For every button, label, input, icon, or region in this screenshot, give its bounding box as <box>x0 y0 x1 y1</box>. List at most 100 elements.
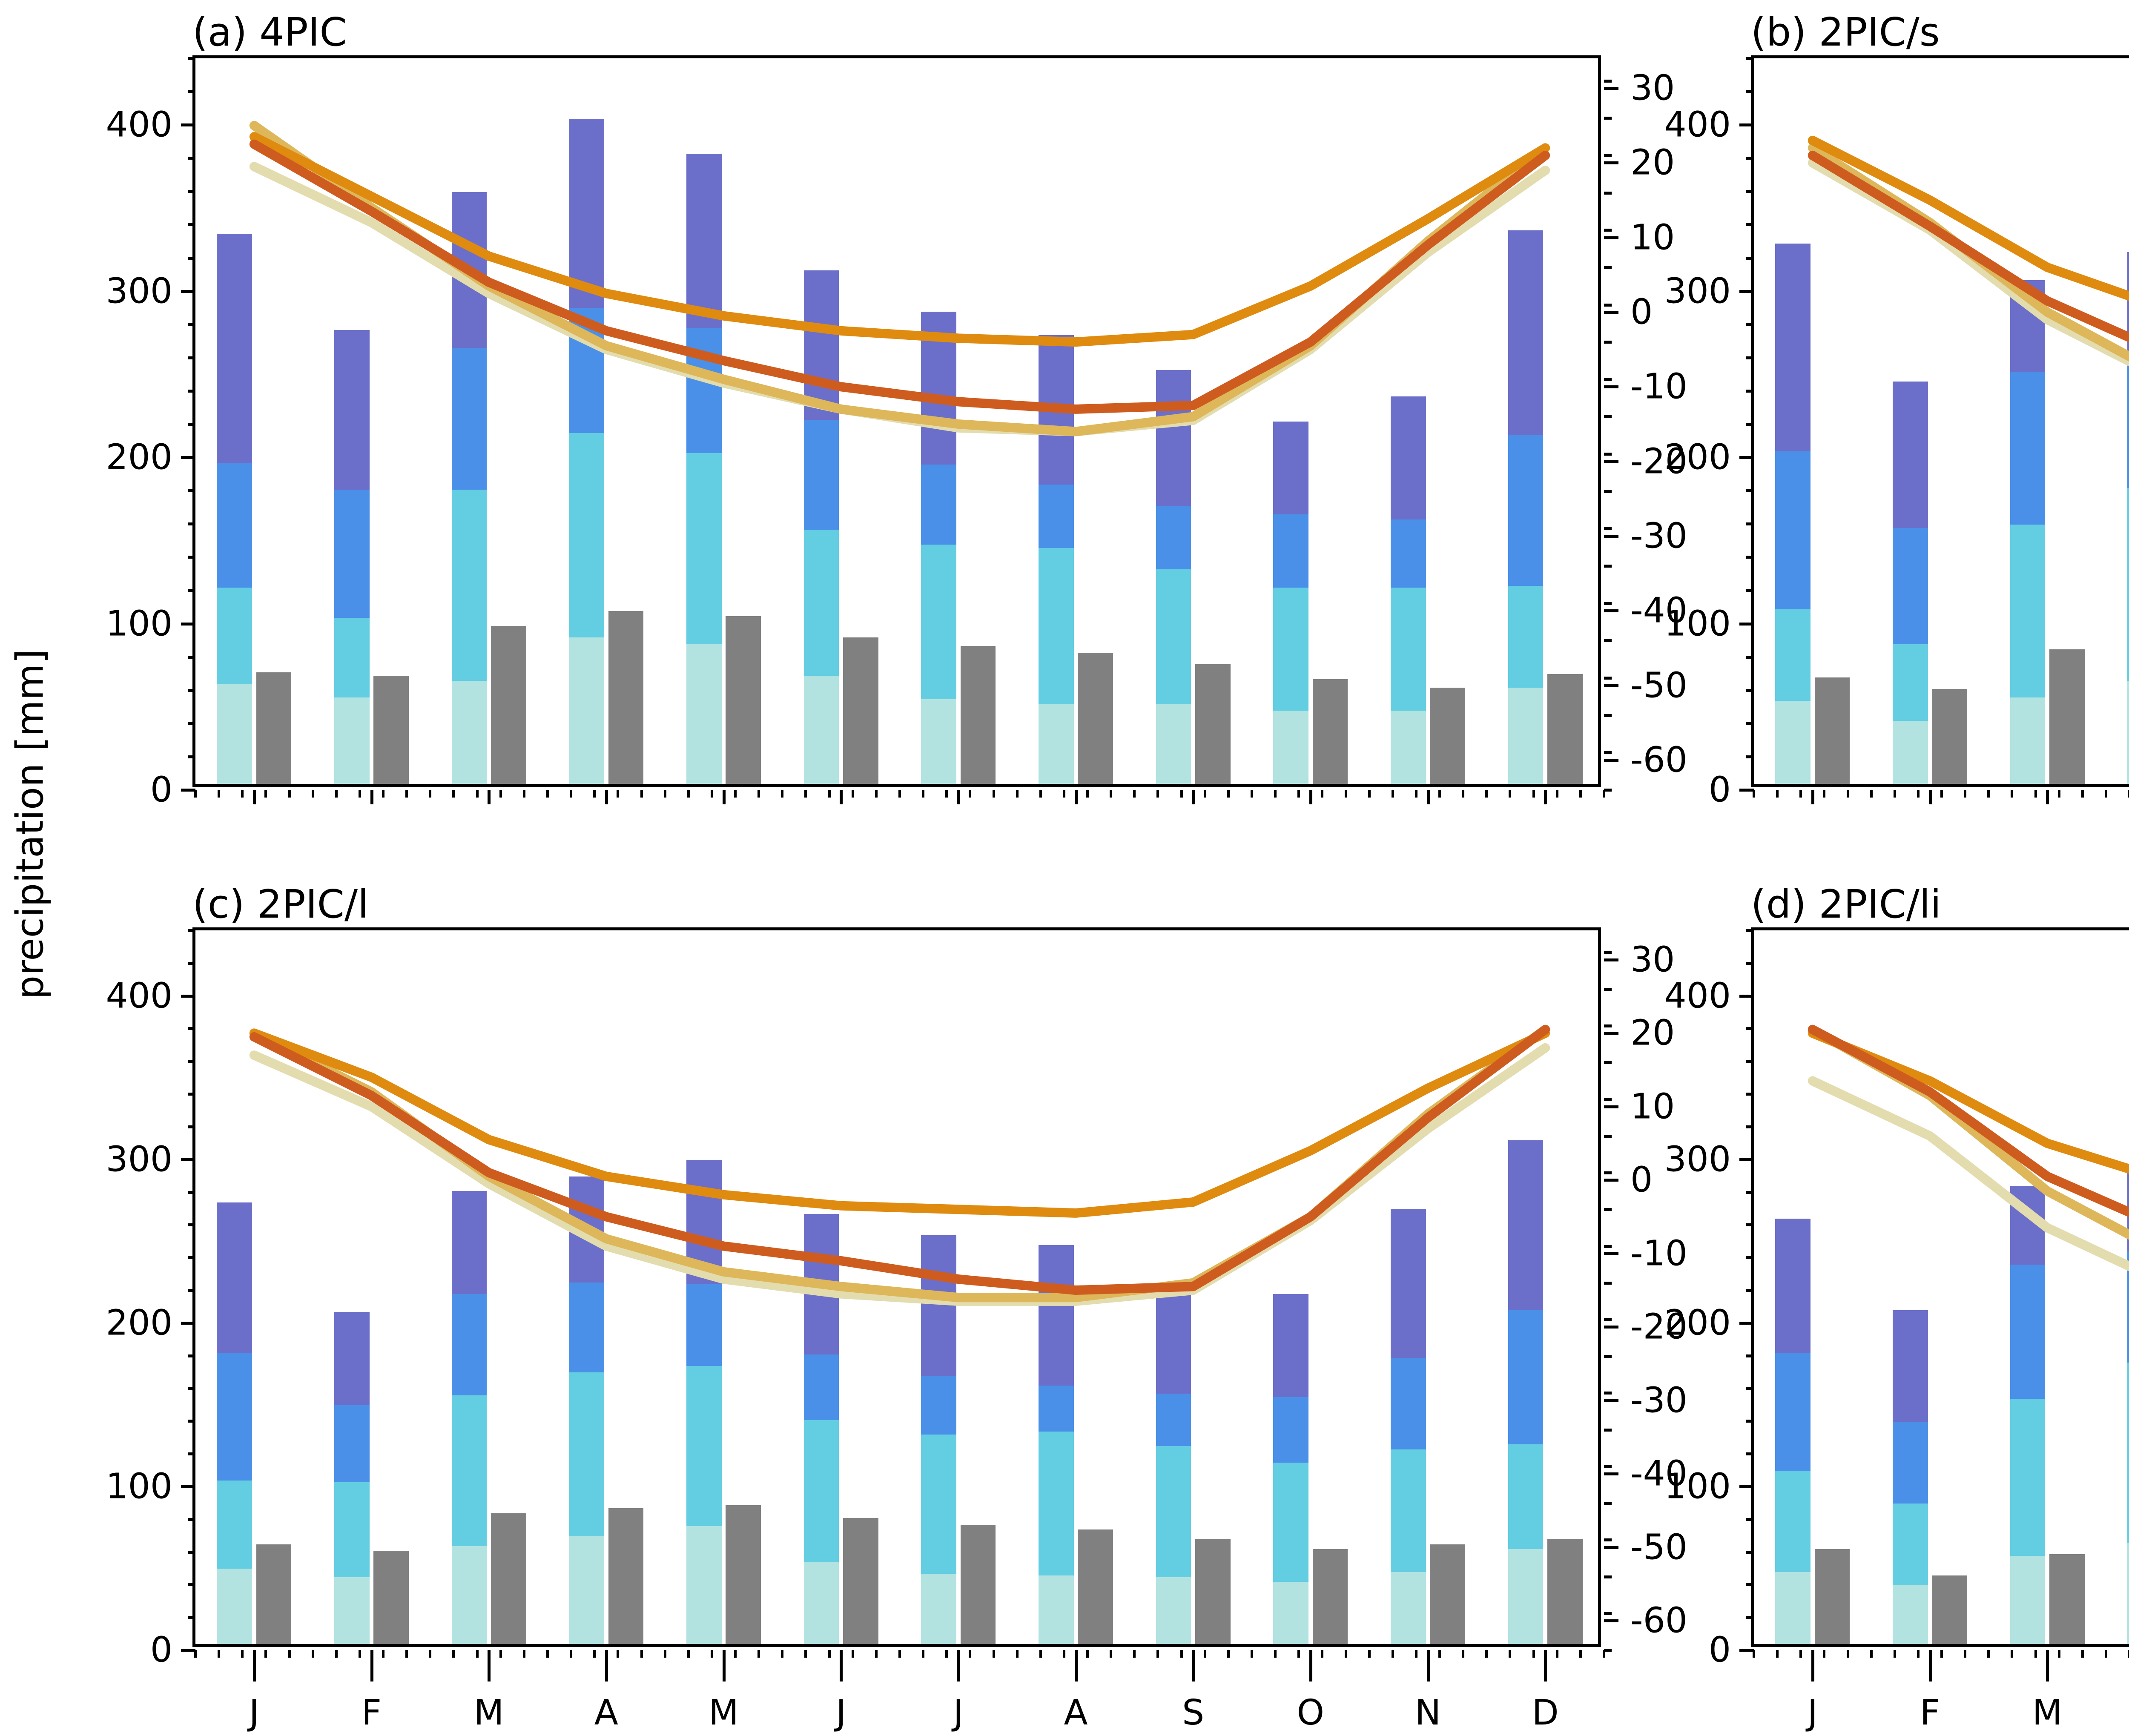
line-EAI <box>249 1024 1550 1303</box>
tick-temp-minor <box>1604 79 1612 83</box>
tick-month-minor <box>1870 1650 1873 1658</box>
tick-month-minor <box>1532 1650 1535 1658</box>
bar-segment-EAI <box>1273 514 1308 588</box>
line-EAI <box>1808 1024 2129 1240</box>
tick-month-minor <box>828 1650 831 1658</box>
tick-label-precip-400: 400 <box>1664 976 1731 1016</box>
tick-precip-minor <box>1746 589 1754 592</box>
tick-month-minor <box>1321 790 1324 798</box>
tick-month-F <box>370 790 373 804</box>
bar-segment-WA <box>686 1526 722 1644</box>
tick-precip-minor <box>1746 929 1754 932</box>
tick-label-temp-10: 10 <box>1630 1086 1675 1127</box>
stacked-bar-c-D <box>1508 1140 1544 1644</box>
bar-segment-EAC <box>803 529 839 676</box>
all-bar-b-M <box>2049 649 2085 784</box>
stacked-bar-a-M <box>451 192 487 784</box>
panel-a: (a) 4PIC 0 100 200 300 400 30 20 10 0 -10 -20 -30 -40… <box>106 9 1687 810</box>
tick-month-minor <box>382 790 385 798</box>
bar-segment-WA <box>2127 1542 2129 1644</box>
tick-precip-minor <box>1746 1256 1754 1260</box>
tick-month-minor <box>734 790 737 798</box>
bar-segment-EAC <box>686 453 722 645</box>
tick-month-minor <box>828 790 831 798</box>
bar-segment-EAI <box>334 1405 370 1482</box>
all-bar-a-F <box>373 676 409 784</box>
tick-month-D <box>1544 790 1547 804</box>
temperature-lines-d <box>1808 1024 2129 1271</box>
tick-temp-20 <box>1604 161 1618 165</box>
bar-segment-EAC <box>1038 1431 1074 1575</box>
bar-segment-EAH <box>1038 1245 1074 1386</box>
tick-precip-300 <box>181 290 195 293</box>
all-bar-a-S <box>1195 664 1231 784</box>
tick-month-minor <box>1180 790 1183 798</box>
tick-precip-minor <box>1746 1354 1754 1357</box>
tick-label-precip-0: 0 <box>1708 769 1731 810</box>
tick-precip-minor <box>188 755 195 758</box>
tick-month-minor <box>335 1650 338 1658</box>
tick-month-minor <box>969 1650 972 1658</box>
tick-month-minor <box>1917 1650 1920 1658</box>
tick-precip-minor <box>1746 1223 1754 1227</box>
tick-temp-minor <box>1604 453 1612 456</box>
tick-precip-minor <box>188 356 195 359</box>
tick-temp-minor <box>1604 1465 1612 1468</box>
month-label-A: A <box>2122 1693 2129 1733</box>
stacked-bar-b-A <box>2127 252 2129 784</box>
tick-temp--10 <box>1604 1252 1618 1255</box>
tick-month-minor <box>1532 790 1535 798</box>
tick-precip-minor <box>188 323 195 326</box>
tick-precip-minor <box>188 57 195 60</box>
tick-month-minor <box>218 1650 221 1658</box>
tick-month-minor <box>593 1650 596 1658</box>
stacked-bar-d-J <box>1775 1219 1811 1644</box>
tick-month-minor <box>1509 1650 1512 1658</box>
panel-d: (d) 2PIC/li01002003004003020100-10-20-30… <box>1664 881 2129 1733</box>
stacked-bar-a-A <box>569 119 604 784</box>
tick-month-minor <box>1462 790 1465 798</box>
bar-segment-EAC <box>2010 524 2046 697</box>
temperature-lines-c <box>249 1024 1550 1306</box>
tick-month-minor <box>1579 790 1582 798</box>
tick-label-precip-200: 200 <box>1664 1303 1731 1343</box>
all-bar-c-J <box>843 1518 878 1644</box>
bar-segment-EAC <box>217 1480 252 1569</box>
tick-month-minor <box>1156 790 1159 798</box>
month-label-M: M <box>2032 1693 2063 1733</box>
bar-segment-WA <box>1775 1572 1811 1644</box>
tick-label-temp--60: -60 <box>1630 740 1687 780</box>
tick-precip-minor <box>188 1191 195 1194</box>
tick-precip-minor <box>188 1289 195 1292</box>
tick-month-minor <box>1870 790 1873 798</box>
tick-precip-minor <box>1746 1616 1754 1619</box>
panel-title-c: (c) 2PIC/l <box>192 881 369 927</box>
tick-precip-minor <box>1746 489 1754 493</box>
tick-precip-minor <box>1746 1387 1754 1390</box>
tick-month-minor <box>804 790 807 798</box>
tick-month-minor <box>1039 790 1042 798</box>
bar-segment-EAH <box>451 1191 487 1294</box>
bar-segment-EAI <box>1390 519 1426 588</box>
tick-month-minor <box>522 1650 525 1658</box>
bar-segment-EAH <box>334 1312 370 1406</box>
tick-month-M <box>2046 790 2049 804</box>
tick-precip-300 <box>181 1158 195 1161</box>
tick-precip-minor <box>188 389 195 393</box>
tick-month-minor <box>570 1650 573 1658</box>
tick-month-minor <box>1823 790 1826 798</box>
bar-segment-EAC <box>1273 1462 1308 1582</box>
tick-label-temp--40: -40 <box>1630 1453 1687 1494</box>
tick-temp-minor <box>1604 677 1612 680</box>
bar-segment-EAC <box>2010 1398 2046 1556</box>
tick-precip-minor <box>188 423 195 426</box>
bar-segment-WA <box>1390 711 1426 784</box>
tick-month-J <box>957 1650 960 1681</box>
tick-month-minor <box>1917 790 1920 798</box>
tick-month-minor <box>640 790 643 798</box>
tick-month-minor <box>1799 1650 1802 1658</box>
bar-segment-EAI <box>1273 1397 1308 1463</box>
tick-month-minor <box>1485 790 1488 798</box>
tick-month-minor <box>1227 1650 1230 1658</box>
all-bar-a-O <box>1312 679 1348 784</box>
